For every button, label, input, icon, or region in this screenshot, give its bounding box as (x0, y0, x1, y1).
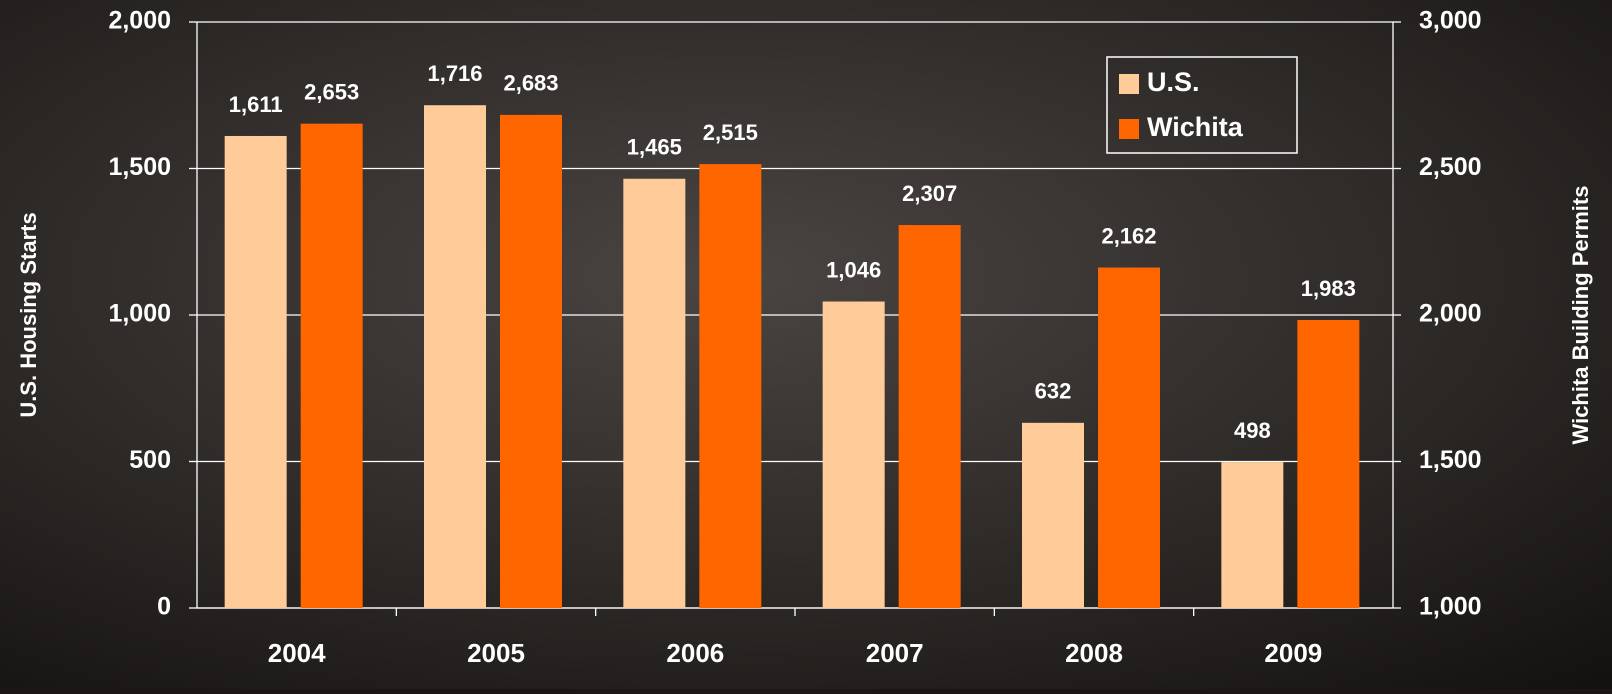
y-tick-label: 1,000 (108, 300, 171, 328)
x-tick-label: 2005 (467, 638, 525, 668)
y-axis-title: U.S. Housing Starts (16, 212, 41, 417)
legend-swatch (1119, 74, 1139, 94)
value-label: 2,653 (304, 79, 359, 104)
bar (500, 114, 562, 609)
y-tick-label: 0 (157, 593, 171, 621)
bar (300, 123, 363, 609)
legend-swatch (1119, 119, 1139, 139)
x-tick-label: 2004 (268, 638, 326, 668)
y2-axis-title: Wichita Building Permits (1568, 186, 1593, 445)
bar (1022, 422, 1084, 608)
legend-label: U.S. (1147, 67, 1200, 97)
value-label: 1,983 (1301, 276, 1356, 301)
value-label: 2,162 (1101, 223, 1156, 248)
value-label: 1,465 (627, 135, 682, 160)
x-tick-label: 2008 (1065, 638, 1123, 668)
legend-box (1106, 56, 1298, 154)
value-label: 632 (1035, 379, 1072, 404)
bar (898, 225, 961, 608)
y2-tick-label: 2,500 (1419, 153, 1482, 181)
bar (1098, 267, 1160, 608)
legend-label: Wichita (1147, 112, 1244, 142)
bar (699, 164, 762, 609)
y-tick-label: 1,500 (108, 153, 171, 181)
value-label: 1,716 (427, 61, 482, 86)
x-tick-label: 2006 (666, 638, 724, 668)
value-label: 1,611 (229, 92, 283, 117)
y-tick-label: 500 (129, 446, 171, 474)
bar (1221, 462, 1284, 608)
bar (224, 135, 287, 609)
value-label: 2,307 (902, 181, 957, 206)
bar (424, 105, 486, 608)
y2-tick-label: 2,000 (1419, 300, 1482, 328)
bar (822, 301, 885, 608)
x-tick-label: 2009 (1264, 638, 1322, 668)
value-label: 2,515 (703, 120, 758, 145)
value-label: 498 (1234, 418, 1271, 443)
y2-tick-label: 1,000 (1419, 593, 1482, 621)
bar (1297, 319, 1360, 608)
y2-tick-label: 1,500 (1419, 446, 1482, 474)
y-tick-label: 2,000 (108, 7, 171, 35)
x-tick-label: 2007 (866, 638, 924, 668)
y2-tick-label: 3,000 (1419, 7, 1482, 35)
value-label: 2,683 (503, 71, 558, 96)
bar (623, 178, 686, 608)
value-label: 1,046 (826, 257, 881, 282)
